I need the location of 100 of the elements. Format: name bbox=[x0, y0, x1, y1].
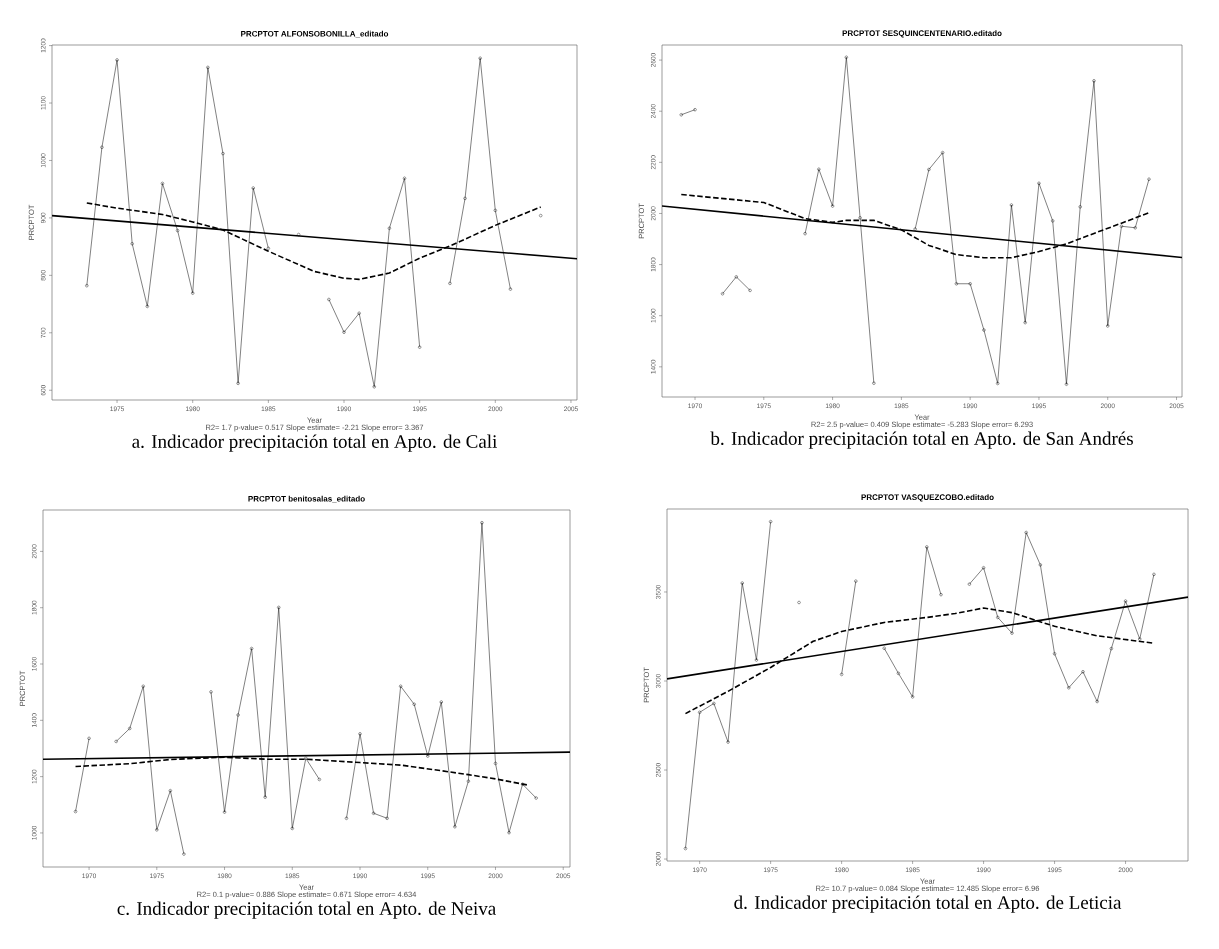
point bbox=[872, 381, 876, 385]
point bbox=[858, 216, 862, 220]
point bbox=[209, 690, 213, 694]
point bbox=[439, 700, 443, 704]
point bbox=[1064, 382, 1069, 386]
point bbox=[480, 521, 484, 525]
point bbox=[342, 330, 346, 334]
point bbox=[720, 292, 725, 296]
point bbox=[844, 55, 848, 59]
chart-title: PRCPTOT SESQUINCENTENARIO.editado bbox=[842, 30, 1002, 38]
point bbox=[1009, 203, 1014, 207]
point bbox=[507, 831, 511, 835]
chart-title: PRCPTOT VASQUEZCOBO.editado bbox=[861, 494, 994, 502]
point bbox=[967, 582, 971, 586]
point bbox=[155, 828, 159, 832]
point bbox=[357, 311, 361, 315]
point bbox=[840, 672, 844, 677]
point bbox=[277, 605, 281, 610]
point bbox=[1052, 652, 1057, 656]
point bbox=[539, 214, 543, 218]
point bbox=[1024, 530, 1028, 535]
point bbox=[478, 56, 482, 60]
chart-title: PRCPTOT ALFONSOBONILLA_editado bbox=[241, 30, 389, 38]
point bbox=[372, 385, 376, 389]
text: c. Indicador precipitación total en Apto. de Neiva bbox=[117, 901, 496, 919]
point bbox=[941, 151, 945, 155]
point bbox=[1092, 79, 1096, 83]
point bbox=[693, 108, 697, 112]
point bbox=[1023, 321, 1027, 325]
point bbox=[797, 600, 801, 605]
point bbox=[1138, 637, 1142, 641]
point bbox=[982, 328, 986, 332]
point bbox=[371, 811, 376, 815]
point bbox=[115, 58, 119, 62]
text: d. Indicador precipitación total en Apto. de Leticia bbox=[734, 895, 1122, 913]
point bbox=[145, 304, 149, 308]
point bbox=[160, 181, 165, 186]
point bbox=[712, 701, 716, 706]
point bbox=[100, 145, 104, 149]
point bbox=[1133, 226, 1137, 230]
point bbox=[168, 789, 172, 793]
point bbox=[896, 671, 901, 675]
point bbox=[358, 732, 362, 736]
point bbox=[130, 242, 134, 246]
point bbox=[1081, 670, 1085, 674]
point bbox=[734, 275, 738, 279]
point bbox=[726, 740, 730, 744]
point bbox=[448, 281, 452, 285]
text: a. Indicador precipitación total en Apto. de Cali bbox=[132, 434, 498, 452]
point bbox=[913, 227, 917, 231]
point bbox=[251, 186, 255, 190]
point bbox=[1051, 219, 1055, 223]
point bbox=[402, 176, 407, 180]
point bbox=[114, 739, 118, 744]
point bbox=[191, 291, 195, 295]
point bbox=[385, 816, 389, 820]
point bbox=[925, 545, 929, 549]
point bbox=[1078, 205, 1082, 209]
point bbox=[290, 826, 294, 831]
point bbox=[250, 646, 254, 651]
point bbox=[954, 282, 958, 286]
point bbox=[175, 228, 180, 233]
point bbox=[939, 593, 943, 597]
point bbox=[817, 167, 821, 171]
point bbox=[882, 646, 886, 650]
point bbox=[803, 232, 807, 236]
point bbox=[493, 208, 497, 213]
point bbox=[493, 761, 498, 765]
text: b. Indicador precipitación total en Apto. de San Andrés bbox=[710, 431, 1133, 449]
point bbox=[769, 520, 773, 524]
point bbox=[1109, 647, 1113, 651]
point bbox=[854, 579, 858, 583]
point bbox=[968, 282, 972, 286]
point bbox=[1106, 324, 1110, 328]
point bbox=[1067, 686, 1071, 690]
chart-title: PRCPTOT benitosalas_editado bbox=[248, 495, 365, 503]
point bbox=[463, 196, 467, 200]
point bbox=[297, 232, 301, 237]
point bbox=[344, 816, 349, 820]
point bbox=[453, 825, 457, 829]
point bbox=[1037, 181, 1041, 185]
point bbox=[740, 581, 744, 585]
point bbox=[266, 246, 270, 250]
point bbox=[317, 777, 321, 782]
point bbox=[304, 756, 308, 760]
point bbox=[754, 658, 759, 662]
point bbox=[387, 226, 391, 230]
point bbox=[236, 381, 240, 385]
point bbox=[1095, 699, 1099, 704]
point bbox=[221, 151, 225, 156]
point bbox=[87, 736, 91, 740]
point bbox=[128, 726, 132, 731]
point bbox=[222, 810, 227, 814]
point bbox=[236, 713, 240, 717]
point bbox=[996, 615, 1000, 620]
point bbox=[141, 684, 145, 688]
point bbox=[911, 695, 915, 699]
point bbox=[1123, 599, 1128, 603]
point bbox=[698, 710, 702, 714]
point bbox=[399, 684, 403, 688]
